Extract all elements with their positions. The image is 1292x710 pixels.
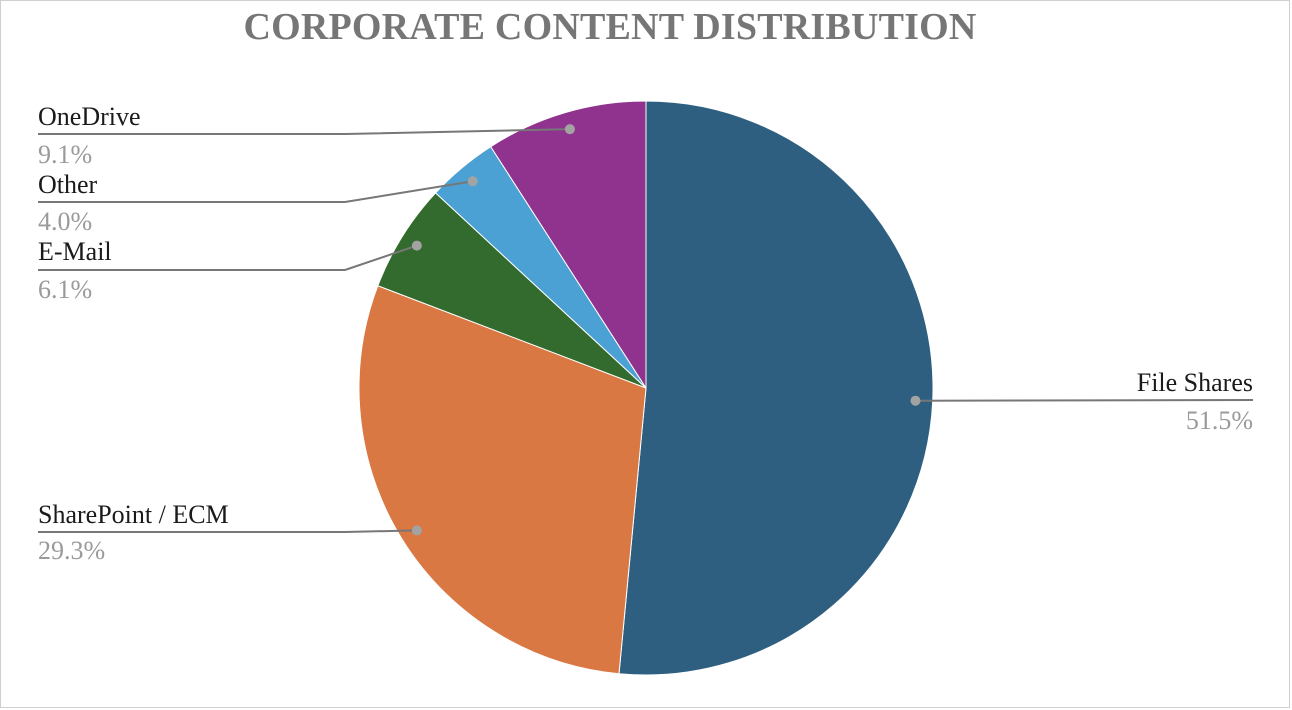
- leader-dot-file-shares: [910, 395, 921, 406]
- leader-dot-onedrive: [564, 124, 575, 135]
- pie-slice-sharepoint-ecm[interactable]: [358, 285, 647, 675]
- leader-dot-e-mail: [411, 240, 422, 251]
- pie-slices: [358, 100, 934, 676]
- leader-line-file-shares: [915, 399, 1254, 402]
- leader-line-sharepoint-ecm: [38, 529, 417, 533]
- leader-line-other: [38, 180, 473, 203]
- slice-labels: File Shares 51.5% SharePoint / ECM 29.3% E-M…: [38, 102, 1253, 565]
- chart-title: CORPORATE CONTENT DISTRIBUTION: [243, 6, 977, 48]
- leader-lines: [38, 124, 1254, 536]
- slice-percent-file-shares: 51.5%: [1186, 406, 1253, 435]
- pie-slice-file-shares[interactable]: [618, 100, 934, 676]
- slice-label-file-shares: File Shares: [1137, 368, 1253, 397]
- slice-label-sharepoint-ecm: SharePoint / ECM: [38, 500, 229, 529]
- leader-dot-sharepoint-ecm: [411, 525, 422, 536]
- slice-percent-onedrive: 9.1%: [38, 140, 92, 169]
- slice-label-onedrive: OneDrive: [38, 102, 141, 131]
- leader-line-onedrive: [38, 128, 570, 135]
- slice-label-other: Other: [38, 170, 98, 199]
- slice-percent-e-mail: 6.1%: [38, 275, 92, 304]
- pie-slice-onedrive[interactable]: [490, 100, 647, 390]
- slice-label-e-mail: E-Mail: [38, 237, 112, 266]
- slice-percent-other: 4.0%: [38, 207, 92, 236]
- slice-percent-sharepoint-ecm: 29.3%: [38, 536, 105, 565]
- leader-line-e-mail: [38, 244, 418, 271]
- leader-dot-other: [467, 176, 478, 187]
